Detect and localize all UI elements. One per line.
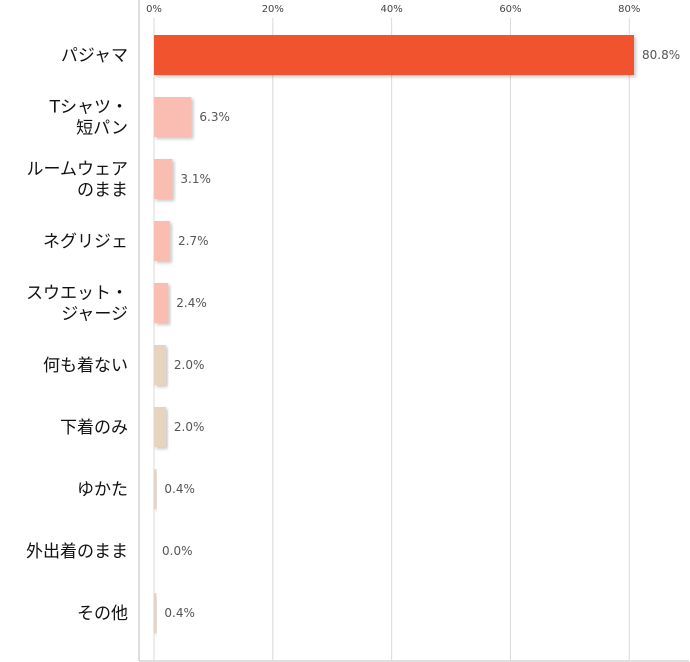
category-label-4-line-0: スウエット・ xyxy=(26,284,128,304)
category-label-0: パジャマ xyxy=(61,46,128,66)
value-label-2: 3.1% xyxy=(180,172,211,186)
value-label-0: 80.8% xyxy=(642,48,680,62)
tick-label-40: 40% xyxy=(381,4,403,15)
tick-label-80: 80% xyxy=(618,4,640,15)
bar-0 xyxy=(154,35,634,75)
bar-3 xyxy=(154,221,171,261)
value-label-4: 2.4% xyxy=(176,296,207,310)
category-label-1-line-0: Tシャツ・ xyxy=(49,98,128,118)
value-label-1: 6.3% xyxy=(199,110,230,124)
bar-1 xyxy=(154,97,192,137)
bar-6 xyxy=(154,407,166,447)
gridlines xyxy=(138,0,689,662)
x-axis-ticks: 0% 20% 40% 60% 80% xyxy=(146,4,640,15)
tick-label-20: 20% xyxy=(262,4,284,15)
bars xyxy=(154,35,634,633)
category-label-2-line-1: のまま xyxy=(77,181,128,201)
bar-9 xyxy=(154,593,157,633)
tick-label-60: 60% xyxy=(499,4,521,15)
value-label-6: 2.0% xyxy=(174,420,205,434)
value-label-9: 0.4% xyxy=(164,606,195,620)
bar-2 xyxy=(154,159,173,199)
category-label-6: 下着のみ xyxy=(60,418,128,438)
value-label-7: 0.4% xyxy=(164,482,195,496)
value-label-8: 0.0% xyxy=(162,544,193,558)
category-label-2-line-0: ルームウェア xyxy=(27,160,129,180)
category-label-7: ゆかた xyxy=(77,480,128,500)
value-label-3: 2.7% xyxy=(178,234,209,248)
value-labels: 80.8% 6.3% 3.1% 2.7% 2.4% 2.0% 2.0% 0.4% 0.0% 0.4… xyxy=(162,48,680,620)
bar-5 xyxy=(154,345,166,385)
bar-4 xyxy=(154,283,169,323)
bar-7 xyxy=(154,469,157,509)
category-label-9: その他 xyxy=(77,604,128,624)
category-label-4-line-1: ジャージ xyxy=(61,305,128,325)
category-label-8: 外出着のまま xyxy=(26,542,128,562)
category-label-5: 何も着ない xyxy=(43,356,128,376)
value-label-5: 2.0% xyxy=(174,358,205,372)
category-label-1-line-1: 短パン xyxy=(76,119,128,139)
tick-label-0: 0% xyxy=(146,4,162,15)
category-labels: パジャマ Tシャツ・短パンルームウェアのままネグリジェスウエット・ジャージ何も着な… xyxy=(26,46,128,624)
category-label-3: ネグリジェ xyxy=(43,232,128,252)
